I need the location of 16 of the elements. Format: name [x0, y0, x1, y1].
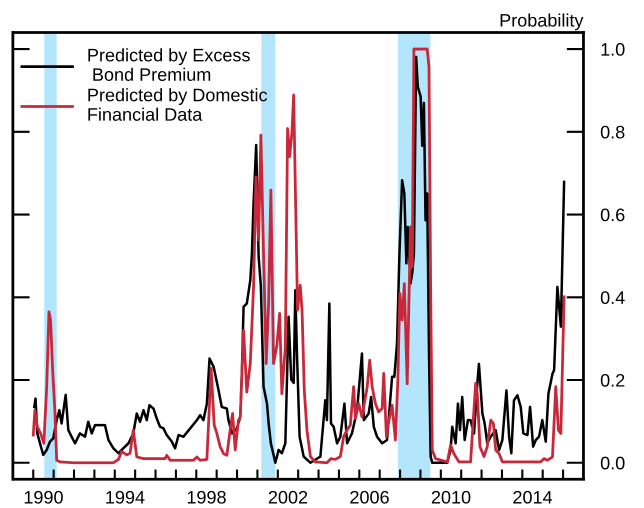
- legend-label: Predicted by Domestic Financial Data: [88, 88, 268, 121]
- y-tick-label: 0.8: [600, 126, 624, 139]
- x-tick-label: 1990: [24, 490, 63, 504]
- y-tick-label: 0.4: [600, 291, 625, 304]
- x-tick-label: 2014: [513, 490, 552, 504]
- y-axis-title: Probability: [500, 13, 584, 30]
- legend-label: Predicted by Excess Bond Premium: [88, 48, 250, 81]
- x-tick-label: 1994: [106, 490, 145, 504]
- y-tick-label: 0.6: [600, 208, 624, 222]
- y-tick-label: 0.0: [600, 456, 625, 470]
- y-tick-label: 1.0: [602, 42, 625, 56]
- y-tick-label: 0.2: [600, 374, 624, 387]
- x-tick-label: 2006: [350, 490, 389, 504]
- x-tick-label: 2010: [432, 490, 470, 504]
- x-tick-label: 2002: [268, 490, 308, 504]
- x-tick-label: 1998: [188, 490, 226, 504]
